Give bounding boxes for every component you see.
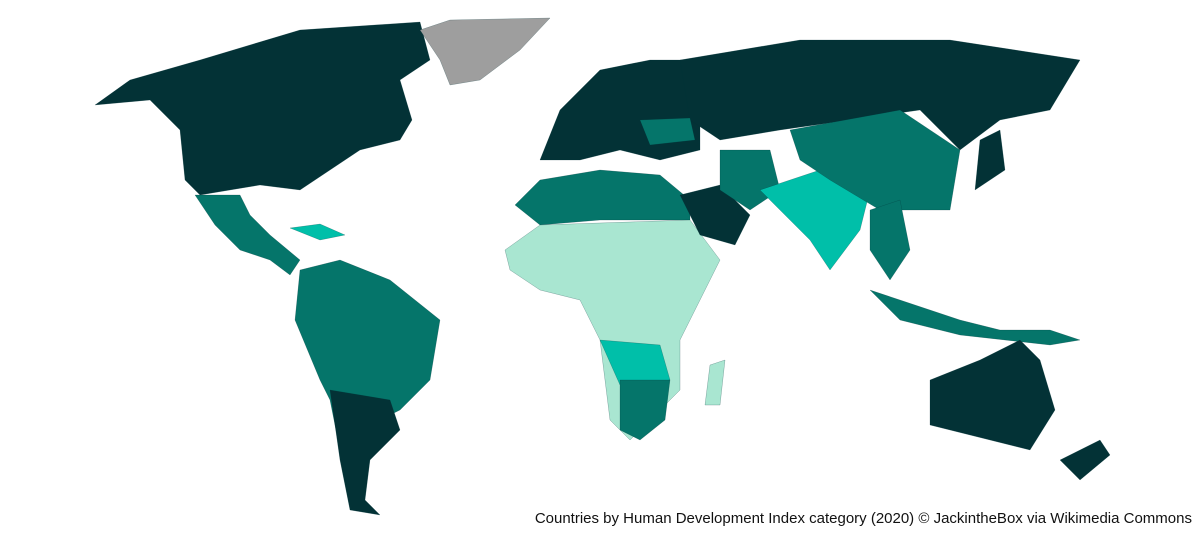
southern-cone: [329, 389, 401, 516]
japan: [974, 129, 1006, 191]
south-africa: [619, 379, 671, 441]
china: [789, 109, 961, 211]
indonesia: [869, 289, 1081, 346]
new-zealand: [1059, 439, 1111, 481]
north-america: [94, 21, 431, 196]
ukraine-region: [639, 117, 696, 146]
greenland: [419, 17, 551, 86]
madagascar: [704, 359, 726, 406]
southeast-asia: [869, 199, 911, 281]
central-america: [194, 194, 301, 276]
caribbean: [289, 223, 346, 241]
saudi-arabia: [679, 184, 751, 246]
australia: [929, 339, 1056, 451]
caption: Countries by Human Development Index cat…: [535, 510, 1192, 527]
